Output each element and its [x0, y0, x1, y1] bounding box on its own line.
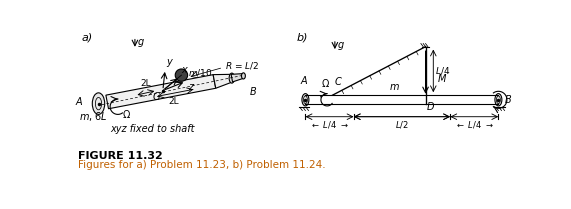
Text: g: g [137, 37, 143, 47]
Text: xyz fixed to shaft: xyz fixed to shaft [110, 124, 195, 134]
Text: 2L: 2L [140, 79, 151, 88]
Polygon shape [231, 74, 244, 82]
Text: A: A [75, 97, 82, 107]
Polygon shape [213, 74, 232, 88]
Polygon shape [106, 75, 216, 109]
Ellipse shape [302, 94, 309, 106]
Text: $L$/4: $L$/4 [435, 65, 450, 76]
Text: $m$: $m$ [389, 82, 400, 92]
Text: $\leftarrow$ $L/4$ $\rightarrow$: $\leftarrow$ $L/4$ $\rightarrow$ [455, 119, 493, 130]
Text: a): a) [82, 33, 93, 43]
Text: D: D [427, 102, 435, 112]
Text: M: M [438, 74, 447, 84]
Text: $\Omega$: $\Omega$ [122, 108, 131, 120]
Text: $R$ = $L$/2: $R$ = $L$/2 [225, 60, 259, 71]
Text: $L/2$: $L/2$ [395, 119, 409, 130]
Text: $m$, 6$L$: $m$, 6$L$ [79, 110, 108, 123]
Text: b): b) [296, 33, 308, 43]
Text: x: x [182, 65, 187, 75]
Text: B: B [505, 95, 512, 105]
Text: $m$/10: $m$/10 [188, 67, 213, 78]
Text: $\leftarrow$ $L/4$ $\rightarrow$: $\leftarrow$ $L/4$ $\rightarrow$ [310, 119, 349, 130]
Text: FIGURE 11.32: FIGURE 11.32 [78, 151, 162, 161]
Text: g: g [338, 40, 344, 50]
Text: C: C [335, 78, 341, 87]
Text: A: A [300, 76, 307, 86]
Ellipse shape [495, 94, 502, 106]
Text: y: y [167, 57, 172, 68]
Text: $\Omega$: $\Omega$ [321, 77, 330, 89]
Ellipse shape [242, 73, 246, 79]
Text: B: B [250, 87, 256, 97]
Text: G: G [153, 92, 160, 102]
Ellipse shape [175, 69, 188, 81]
Ellipse shape [229, 73, 235, 83]
Ellipse shape [93, 93, 104, 114]
Text: z: z [188, 82, 193, 92]
Text: 2L: 2L [168, 97, 179, 106]
Text: Figures for a) Problem 11.23, b) Problem 11.24.: Figures for a) Problem 11.23, b) Problem… [78, 160, 325, 170]
